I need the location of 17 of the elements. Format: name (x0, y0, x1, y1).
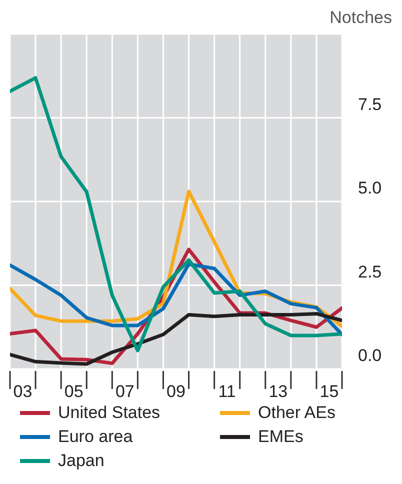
x-tick-label: 09 (166, 382, 186, 401)
y-axis-title: Notches (330, 8, 392, 28)
x-tick-label: 11 (218, 382, 236, 401)
x-tick-label: 13 (268, 382, 288, 401)
legend-label: United States (58, 403, 160, 423)
y-tick-label: 2.5 (358, 262, 382, 282)
y-tick-label: 7.5 (358, 94, 382, 114)
legend-label: Euro area (58, 427, 133, 447)
x-tick-label: 15 (320, 382, 339, 401)
legend-label: Other AEs (258, 403, 336, 423)
x-tick-label: 03 (13, 382, 32, 401)
y-tick-label: 5.0 (358, 178, 382, 198)
y-tick-label: 0.0 (358, 346, 382, 365)
legend-label: EMEs (258, 427, 304, 447)
legend-label: Japan (58, 451, 104, 471)
x-tick-label: 07 (115, 382, 134, 401)
x-tick-label: 05 (64, 382, 84, 401)
